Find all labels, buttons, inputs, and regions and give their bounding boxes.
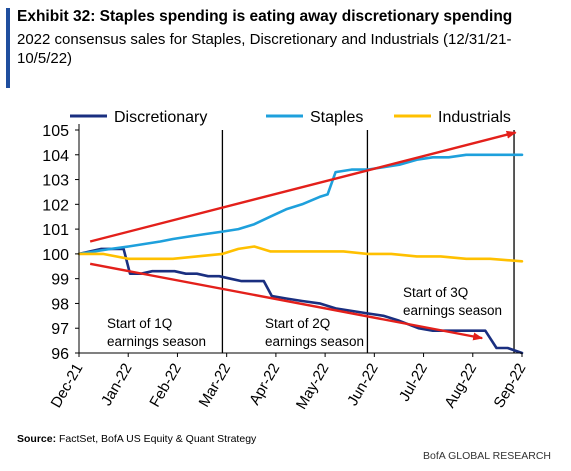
x-tick-label: Jul-22 — [396, 361, 431, 405]
annotation-3-line2: earnings season — [403, 303, 502, 318]
annotation-1-line2: earnings season — [107, 334, 206, 349]
legend-label-staples: Staples — [310, 109, 363, 126]
annotation-1-line1: Start of 1Q — [107, 316, 172, 331]
annotation-3-line1: Start of 3Q — [403, 285, 468, 300]
x-tick-label: Sep-22 — [491, 361, 530, 411]
y-tick-label: 102 — [42, 197, 69, 214]
series-line-industrials — [77, 245, 524, 263]
trend-arrow-2 — [89, 262, 484, 341]
y-tick-label: 100 — [42, 247, 69, 264]
y-tick-label: 96 — [51, 346, 69, 363]
x-tick-label: Dec-21 — [48, 361, 87, 411]
trend-arrow-1 — [89, 130, 517, 243]
trend-arrows — [89, 130, 517, 341]
source-text: FactSet, BofA US Equity & Quant Strategy — [59, 433, 257, 445]
legend-label-discretionary: Discretionary — [114, 109, 207, 126]
x-tick-label: May-22 — [293, 361, 333, 413]
annotation-2-line2: earnings season — [265, 334, 364, 349]
legend-label-industrials: Industrials — [438, 109, 511, 126]
legend: Discretionary Staples Industrials — [70, 109, 511, 126]
x-tick-label: Jun-22 — [344, 361, 382, 409]
x-tick-label: Aug-22 — [441, 361, 480, 411]
source-note: Source: FactSet, BofA US Equity & Quant … — [17, 433, 256, 445]
x-tick-label: Apr-22 — [246, 361, 283, 408]
y-tick-label: 105 — [42, 123, 69, 140]
y-tick-label: 103 — [42, 173, 69, 190]
axes: 96 97 98 99 100 101 102 103 104 105 Dec-21 Jan-22 Fe… — [42, 123, 529, 412]
x-tick-label: Mar-22 — [196, 361, 234, 411]
series-line-staples — [77, 153, 524, 256]
y-tick-label: 98 — [51, 296, 69, 313]
source-label: Source: — [17, 433, 57, 445]
y-tick-label: 101 — [42, 222, 69, 239]
brand-label: BofA GLOBAL RESEARCH — [423, 450, 551, 462]
y-tick-label: 99 — [51, 272, 69, 289]
annotations: Start of 1Q earnings season Start of 2Q ear… — [107, 285, 502, 349]
x-tick-label: Feb-22 — [146, 361, 184, 411]
chart-subtitle: 2022 consensus sales for Staples, Discre… — [17, 31, 512, 67]
title-accent-bar — [6, 8, 10, 88]
y-tick-label: 97 — [51, 321, 69, 338]
annotation-2-line1: Start of 2Q — [265, 316, 330, 331]
x-tick-label: Jan-22 — [98, 361, 136, 409]
y-tick-label: 104 — [42, 148, 69, 165]
chart-title: Exhibit 32: Staples spending is eating a… — [17, 8, 513, 25]
